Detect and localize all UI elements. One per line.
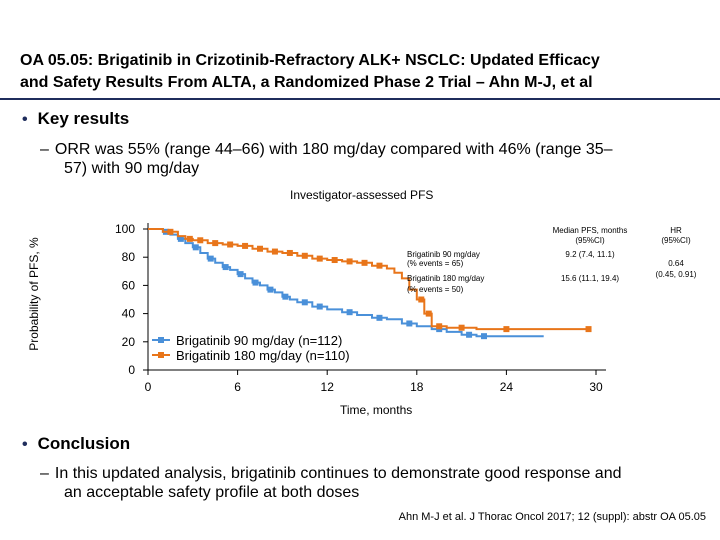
- legend-marker: [158, 352, 164, 358]
- censor-mark: [503, 326, 510, 333]
- table-header-hr: HR: [670, 226, 682, 235]
- legend-label: Brigatinib 90 mg/day (n=112): [176, 333, 342, 348]
- censor-mark: [425, 310, 432, 317]
- y-tick-label: 60: [122, 278, 136, 292]
- x-tick-label: 30: [589, 380, 603, 394]
- x-tick-label: 6: [234, 380, 241, 394]
- chart-title: Investigator-assessed PFS: [290, 188, 434, 202]
- censor-mark: [346, 258, 353, 265]
- censor-mark: [242, 242, 249, 249]
- x-tick-label: 0: [145, 380, 152, 394]
- censor-mark: [458, 324, 465, 331]
- table-row2-median: 15.6 (11.1, 19.4): [561, 274, 619, 283]
- censor-mark: [286, 249, 293, 256]
- bullet-icon: •: [22, 111, 28, 128]
- orr-line-1: ORR was 55% (range 44–66) with 180 mg/da…: [54, 141, 613, 158]
- y-tick-label: 100: [115, 222, 135, 236]
- table-hr-value: 0.64: [668, 259, 684, 268]
- x-axis-label: Time, months: [340, 403, 413, 417]
- censor-mark: [197, 237, 204, 244]
- key-results-heading: • Key results: [22, 109, 129, 129]
- censor-mark: [207, 255, 214, 262]
- dash-icon: –: [40, 141, 49, 158]
- table-header-median-ci: (95%CI): [575, 236, 605, 245]
- censor-mark: [466, 331, 473, 338]
- censor-mark: [222, 264, 229, 271]
- conclusion-text: – In this updated analysis, brigatinib co…: [40, 464, 622, 502]
- x-tick-label: 18: [410, 380, 424, 394]
- censor-mark: [301, 252, 308, 259]
- y-tick-label: 80: [122, 250, 136, 264]
- censor-mark: [212, 240, 219, 247]
- censor-mark: [252, 279, 259, 286]
- table-row1-events: (% events = 65): [407, 259, 464, 268]
- censor-mark: [481, 333, 487, 340]
- censor-mark: [376, 314, 383, 321]
- key-results-label: Key results: [37, 109, 130, 128]
- censor-mark: [585, 326, 592, 333]
- censor-mark: [406, 320, 413, 327]
- legend-label: Brigatinib 180 mg/day (n=110): [176, 348, 350, 363]
- legend-marker: [158, 337, 164, 343]
- censor-mark: [186, 235, 193, 242]
- reference-citation: Ahn M-J et al. J Thorac Oncol 2017; 12 (…: [398, 511, 706, 523]
- censor-mark: [316, 255, 323, 262]
- table-row2-events: (% events = 50): [407, 285, 464, 294]
- table-row1-median: 9.2 (7.4, 11.1): [565, 250, 615, 259]
- orr-text: – ORR was 55% (range 44–66) with 180 mg/d…: [40, 140, 613, 178]
- censor-mark: [237, 271, 244, 278]
- dash-icon: –: [40, 465, 49, 482]
- y-tick-label: 0: [128, 363, 135, 377]
- y-tick-label: 40: [122, 307, 136, 321]
- title-line-2: and Safety Results From ALTA, a Randomiz…: [20, 74, 593, 91]
- censor-mark: [331, 257, 338, 264]
- censor-mark: [267, 286, 274, 293]
- censor-mark: [346, 309, 353, 316]
- conclusion-line-1: In this updated analysis, brigatinib con…: [54, 465, 622, 482]
- orr-line-2: 57) with 90 mg/day: [64, 160, 200, 177]
- title-divider: [0, 98, 720, 100]
- censor-mark: [361, 259, 368, 266]
- censor-mark: [167, 228, 174, 235]
- title-line-1: OA 05.05: Brigatinib in Crizotinib-Refra…: [20, 52, 600, 69]
- censor-mark: [376, 262, 383, 269]
- censor-mark: [257, 245, 263, 252]
- censor-mark: [177, 235, 184, 242]
- censor-mark: [436, 323, 443, 330]
- table-header-median: Median PFS, months: [553, 226, 628, 235]
- conclusion-line-2: an acceptable safety profile at both dos…: [64, 484, 360, 501]
- table-header-hr-ci: (95%CI): [661, 236, 691, 245]
- censor-mark: [271, 248, 278, 255]
- table-row1-label: Brigatinib 90 mg/day: [407, 250, 480, 259]
- bullet-icon: •: [22, 436, 28, 453]
- table-row2-label: Brigatinib 180 mg/day: [407, 274, 484, 283]
- x-tick-label: 24: [500, 380, 514, 394]
- conclusion-label: Conclusion: [37, 434, 131, 453]
- censor-mark: [301, 299, 308, 306]
- y-tick-label: 20: [122, 335, 136, 349]
- censor-mark: [192, 244, 199, 251]
- conclusion-heading: • Conclusion: [22, 434, 130, 454]
- x-tick-label: 12: [321, 380, 335, 394]
- table-hr-ci: (0.45, 0.91): [656, 270, 697, 279]
- censor-mark: [227, 241, 234, 248]
- censor-mark: [282, 293, 289, 300]
- slide-title: OA 05.05: Brigatinib in Crizotinib-Refra…: [20, 50, 710, 94]
- censor-mark: [418, 296, 425, 303]
- censor-mark: [316, 303, 323, 310]
